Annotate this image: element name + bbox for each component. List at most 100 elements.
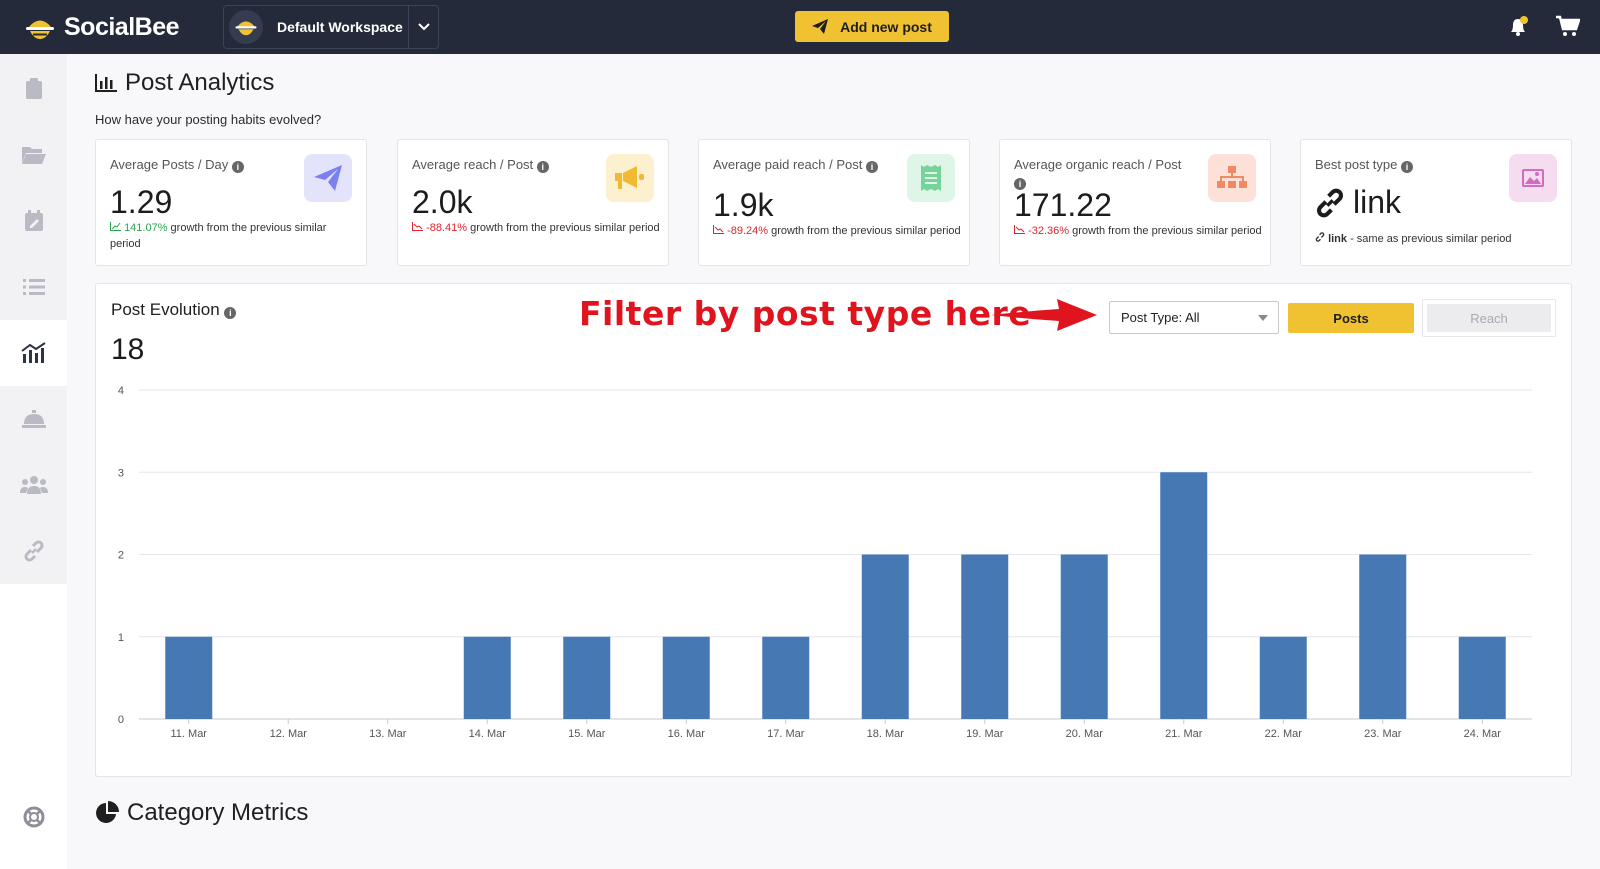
info-icon[interactable]: i <box>224 307 237 319</box>
bar[interactable] <box>1458 636 1506 719</box>
workspace-avatar <box>229 10 263 44</box>
socialbee-logo[interactable]: SocialBee <box>24 13 180 42</box>
x-tick-label: 22. Mar <box>1265 728 1303 740</box>
card-icon-tile <box>606 154 654 202</box>
link-icon <box>1315 232 1325 242</box>
sidebar-item-posts[interactable] <box>0 254 67 320</box>
card-value: 1.29 <box>110 184 173 220</box>
bar[interactable] <box>1259 636 1307 719</box>
x-tick-label: 16. Mar <box>668 728 706 740</box>
help-button[interactable] <box>0 784 67 850</box>
bar[interactable] <box>563 636 611 719</box>
bar[interactable] <box>165 636 213 719</box>
post-evolution-panel: 0 1 2 3 4 11. Mar 12. Mar 13. Mar 14. Mar 15. Mar… <box>95 283 1572 777</box>
card-label-text: Average organic reach / Post <box>1014 157 1182 172</box>
card-value: link <box>1315 184 1401 221</box>
card-label: Average Posts / Day i <box>110 156 290 173</box>
stat-card-best-post-type: Best post type i link link - same as pre… <box>1300 139 1572 266</box>
card-value: 1.9k <box>713 187 774 223</box>
toggle-posts-button[interactable]: Posts <box>1288 303 1414 333</box>
info-icon[interactable]: i <box>231 161 244 173</box>
toggle-reach-button[interactable]: Reach <box>1427 304 1551 332</box>
card-icon-tile <box>1208 154 1256 202</box>
growth-percent: -32.36% <box>1028 225 1070 237</box>
card-label-text: Best post type <box>1315 157 1398 172</box>
x-tick-label: 15. Mar <box>568 728 606 740</box>
card-label: Average paid reach / Post i <box>713 156 893 173</box>
paper-plane-icon <box>812 19 829 34</box>
page-subtitle: How have your posting habits evolved? <box>95 112 322 127</box>
growth-text: growth from the previous similar period <box>467 222 660 234</box>
card-label: Average organic reach / Post i <box>1014 156 1194 190</box>
card-note: link - same as previous similar period <box>1315 231 1565 247</box>
sidebar-item-team[interactable] <box>0 452 67 518</box>
trend-down-icon <box>412 222 423 231</box>
bar[interactable] <box>861 554 909 720</box>
megaphone-icon <box>615 166 644 189</box>
trend-down-icon <box>1014 225 1025 234</box>
page-title: Post Analytics <box>95 69 274 97</box>
lifebuoy-icon <box>23 806 44 828</box>
card-icon-tile <box>907 154 955 202</box>
card-growth: -32.36% growth from the previous similar… <box>1014 223 1264 239</box>
page-title-text: Post Analytics <box>125 69 275 96</box>
x-tick-label: 14. Mar <box>469 728 507 740</box>
x-tick-label: 21. Mar <box>1165 728 1203 740</box>
bar[interactable] <box>1060 554 1108 720</box>
calendar-edit-icon <box>24 210 43 231</box>
stat-card-avg-posts-per-day: Average Posts / Day i 1.29 141.07% growt… <box>95 139 367 266</box>
bar[interactable] <box>662 636 710 719</box>
post-type-filter-select[interactable]: Post Type: All <box>1109 301 1279 334</box>
info-icon[interactable]: i <box>536 161 549 173</box>
post-type-filter-value: Post Type: All <box>1121 310 1200 325</box>
sidebar-item-content[interactable] <box>0 56 67 122</box>
bee-icon <box>235 21 257 36</box>
notifications-button[interactable] <box>1508 15 1530 42</box>
best-type-value: link <box>1353 184 1402 220</box>
x-tick-label: 12. Mar <box>270 728 308 740</box>
add-new-post-button[interactable]: Add new post <box>795 11 949 42</box>
bar[interactable] <box>762 636 810 719</box>
y-tick-label: 4 <box>118 385 124 397</box>
info-icon[interactable]: i <box>1401 161 1414 173</box>
info-icon[interactable]: i <box>865 161 878 173</box>
sidebar-item-categories[interactable] <box>0 122 67 188</box>
paper-plane-icon <box>314 165 342 191</box>
sidebar-footer <box>0 584 67 869</box>
bar[interactable] <box>1359 554 1407 720</box>
sidebar-item-links[interactable] <box>0 518 67 584</box>
workspace-name: Default Workspace <box>277 19 403 35</box>
bar[interactable] <box>1160 472 1208 719</box>
sidebar <box>0 54 67 869</box>
growth-percent: 141.07% <box>124 222 168 234</box>
info-icon[interactable]: i <box>1014 178 1026 190</box>
toggle-reach-wrapper: Reach <box>1422 299 1556 337</box>
annotation-text: Filter by post type here <box>579 294 1032 333</box>
trend-up-icon <box>110 222 121 231</box>
bar[interactable] <box>463 636 511 719</box>
arrow-right-icon <box>991 299 1097 331</box>
card-growth: 141.07% growth from the previous similar… <box>110 220 360 252</box>
card-value: 171.22 <box>1014 187 1112 223</box>
y-tick-label: 3 <box>118 467 124 479</box>
shopping-cart-icon <box>1556 15 1581 36</box>
sidebar-item-schedule[interactable] <box>0 188 67 254</box>
bar-chart-icon <box>95 74 117 92</box>
total-posts-value: 18 <box>111 333 145 366</box>
x-tick-label: 23. Mar <box>1364 728 1402 740</box>
caret-down-icon <box>1258 315 1268 321</box>
y-tick-label: 0 <box>118 714 124 726</box>
brand-name: SocialBee <box>64 13 180 41</box>
bar[interactable] <box>961 554 1009 720</box>
workspace-dropdown-button[interactable] <box>408 6 438 48</box>
receipt-icon <box>921 165 941 191</box>
note-type: link <box>1328 233 1348 245</box>
x-tick-label: 11. Mar <box>171 728 208 740</box>
card-label: Best post type i <box>1315 156 1495 173</box>
cart-button[interactable] <box>1556 15 1581 42</box>
folder-icon <box>21 147 46 164</box>
sidebar-item-services[interactable] <box>0 386 67 452</box>
workspace-switcher[interactable]: Default Workspace <box>223 5 439 49</box>
card-icon-tile <box>304 154 352 202</box>
sidebar-item-analytics[interactable] <box>0 320 67 386</box>
